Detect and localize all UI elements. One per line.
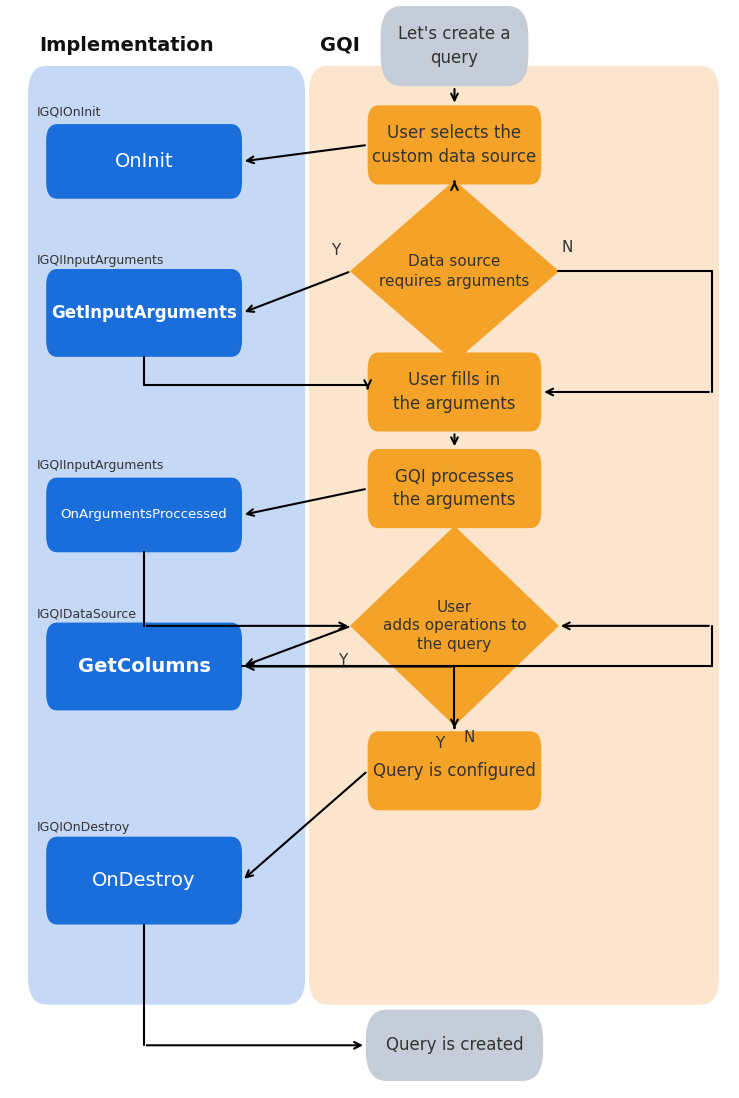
Text: IGQIInputArguments: IGQIInputArguments [37, 459, 164, 472]
Polygon shape [351, 527, 558, 725]
FancyBboxPatch shape [46, 623, 242, 710]
Text: User fills in
the arguments: User fills in the arguments [393, 371, 516, 413]
Text: IGQIInputArguments: IGQIInputArguments [37, 254, 164, 267]
FancyBboxPatch shape [367, 449, 541, 528]
Text: GQI: GQI [320, 36, 360, 55]
Text: Let's create a
query: Let's create a query [398, 25, 511, 67]
Text: Y: Y [435, 736, 444, 751]
Text: N: N [562, 239, 573, 255]
FancyBboxPatch shape [309, 66, 719, 1005]
Text: Query is created: Query is created [386, 1037, 523, 1054]
FancyBboxPatch shape [46, 124, 242, 199]
FancyBboxPatch shape [366, 1010, 543, 1080]
Text: OnArgumentsProccessed: OnArgumentsProccessed [61, 508, 228, 522]
Text: Data source
requires arguments: Data source requires arguments [379, 254, 530, 289]
FancyBboxPatch shape [367, 731, 541, 810]
Text: GetInputArguments: GetInputArguments [51, 304, 237, 322]
FancyBboxPatch shape [46, 837, 242, 925]
Text: Implementation: Implementation [39, 36, 214, 55]
Text: Y: Y [330, 243, 340, 258]
Text: User
adds operations to
the query: User adds operations to the query [383, 600, 526, 652]
Text: GetColumns: GetColumns [78, 657, 211, 676]
Text: IGQIOnInit: IGQIOnInit [37, 105, 101, 119]
Text: IGQIOnDestroy: IGQIOnDestroy [37, 821, 130, 834]
FancyBboxPatch shape [46, 478, 242, 552]
Text: OnInit: OnInit [115, 152, 174, 171]
Text: User selects the
custom data source: User selects the custom data source [372, 124, 537, 166]
FancyBboxPatch shape [46, 269, 242, 357]
Text: GQI processes
the arguments: GQI processes the arguments [393, 468, 516, 509]
FancyBboxPatch shape [367, 105, 541, 184]
Text: IGQIDataSource: IGQIDataSource [37, 607, 137, 620]
Text: Y: Y [338, 653, 347, 669]
FancyBboxPatch shape [381, 5, 528, 87]
Text: OnDestroy: OnDestroy [92, 871, 196, 890]
FancyBboxPatch shape [367, 352, 541, 432]
Text: Query is configured: Query is configured [373, 762, 536, 780]
Text: N: N [463, 730, 474, 746]
Polygon shape [351, 181, 558, 361]
FancyBboxPatch shape [28, 66, 305, 1005]
